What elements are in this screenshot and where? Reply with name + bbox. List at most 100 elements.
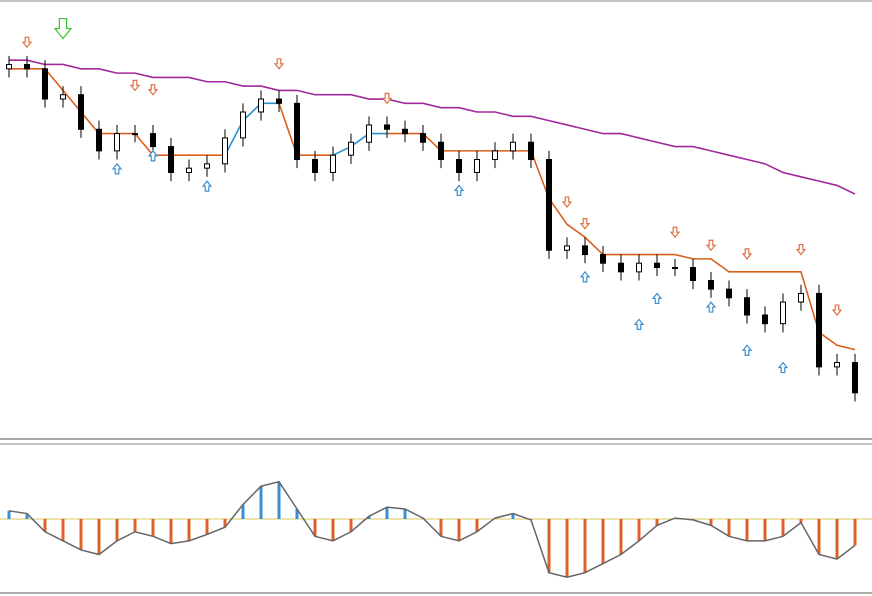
histogram-bar xyxy=(7,510,11,519)
signal-arrow xyxy=(453,184,465,197)
signal-arrow xyxy=(705,301,717,313)
indicator-line xyxy=(278,103,333,156)
signal-arrow xyxy=(129,79,141,92)
indicator-line xyxy=(332,132,387,156)
candle-body xyxy=(330,154,336,173)
signal-arrow xyxy=(579,218,591,230)
signal-arrow xyxy=(831,304,843,317)
candle-body xyxy=(456,159,462,173)
candle-body xyxy=(60,94,66,100)
candle-body xyxy=(6,63,12,70)
candle-body xyxy=(708,279,714,290)
candle-body xyxy=(294,102,300,161)
histogram-bar xyxy=(61,519,65,541)
candle-body xyxy=(474,159,480,173)
histogram-bar xyxy=(295,508,299,519)
histogram-bar xyxy=(97,519,101,555)
histogram-bar xyxy=(547,519,551,573)
histogram-bar xyxy=(313,519,317,537)
candle-body xyxy=(600,254,606,264)
histogram-bar xyxy=(133,519,137,532)
signal-arrow xyxy=(561,196,573,209)
histogram-bar xyxy=(817,519,821,555)
candle-body xyxy=(798,292,804,303)
histogram-bar xyxy=(25,513,29,519)
histogram-bar xyxy=(853,519,857,546)
histogram-bar xyxy=(385,507,389,519)
histogram-bar xyxy=(259,486,263,519)
candle-body xyxy=(366,124,372,143)
candle-body xyxy=(402,128,408,135)
signal-arrow xyxy=(705,239,717,252)
indicator-line xyxy=(9,59,856,195)
candle-body xyxy=(492,150,498,161)
candle-body xyxy=(114,133,120,152)
histogram-bar xyxy=(475,519,479,532)
signal-arrow xyxy=(381,92,393,105)
candle-body xyxy=(348,141,354,156)
signal-arrow xyxy=(273,58,285,70)
candle-body xyxy=(186,167,192,173)
candle-body xyxy=(78,94,84,130)
signal-arrow xyxy=(147,84,159,96)
candle-body xyxy=(24,63,30,70)
histogram-bar xyxy=(637,519,641,541)
histogram-bar xyxy=(241,504,245,519)
candle-body xyxy=(510,141,516,152)
candle-body xyxy=(780,301,786,325)
candle-body xyxy=(726,288,732,299)
histogram-bar xyxy=(835,519,839,560)
histogram-bar xyxy=(169,519,173,544)
histogram-bar xyxy=(781,519,785,537)
histogram-bar xyxy=(115,519,119,541)
candle-body xyxy=(168,146,174,173)
histogram-bar xyxy=(709,519,713,526)
signal-arrow xyxy=(777,361,789,374)
histogram-bar xyxy=(205,519,209,535)
histogram-bar xyxy=(151,519,155,537)
histogram-bar xyxy=(43,519,47,532)
candle-body xyxy=(438,141,444,161)
signal-arrow xyxy=(741,248,753,260)
signal-arrow xyxy=(795,243,807,256)
histogram-bar xyxy=(331,519,335,541)
histogram-bar xyxy=(565,519,569,578)
candle-body xyxy=(96,128,102,152)
signal-arrow xyxy=(111,162,123,175)
signal-arrow xyxy=(147,149,159,162)
histogram-bar xyxy=(745,519,749,541)
candle-body xyxy=(240,111,246,139)
histogram-bar xyxy=(223,519,227,528)
histogram-bar xyxy=(187,519,191,541)
histogram-bar xyxy=(655,519,659,526)
histogram-bar xyxy=(403,508,407,519)
histogram-bar xyxy=(277,481,281,519)
histogram-bar xyxy=(439,519,443,537)
histogram-bar xyxy=(799,519,803,523)
candle-body xyxy=(312,159,318,173)
histogram-outline xyxy=(8,480,856,579)
candle-body xyxy=(852,362,858,394)
indicator-line xyxy=(224,102,279,156)
candle-body xyxy=(546,159,552,251)
candle-body xyxy=(564,245,570,251)
candle-body xyxy=(132,133,138,136)
signal-arrow xyxy=(579,270,591,283)
histogram-bar xyxy=(367,516,371,519)
candle-body xyxy=(672,267,678,270)
candle-body xyxy=(42,68,48,100)
histogram-bar xyxy=(511,513,515,519)
histogram-bar xyxy=(727,519,731,537)
candle-body xyxy=(150,133,156,148)
candle-body xyxy=(204,163,210,169)
candle-body xyxy=(690,267,696,281)
signal-arrow xyxy=(633,318,645,330)
candle-body xyxy=(816,292,822,368)
signal-arrow xyxy=(21,36,33,49)
candle-body xyxy=(276,98,282,104)
signal-arrow xyxy=(651,292,663,305)
histogram-bar xyxy=(79,519,83,550)
candle-body xyxy=(654,262,660,269)
